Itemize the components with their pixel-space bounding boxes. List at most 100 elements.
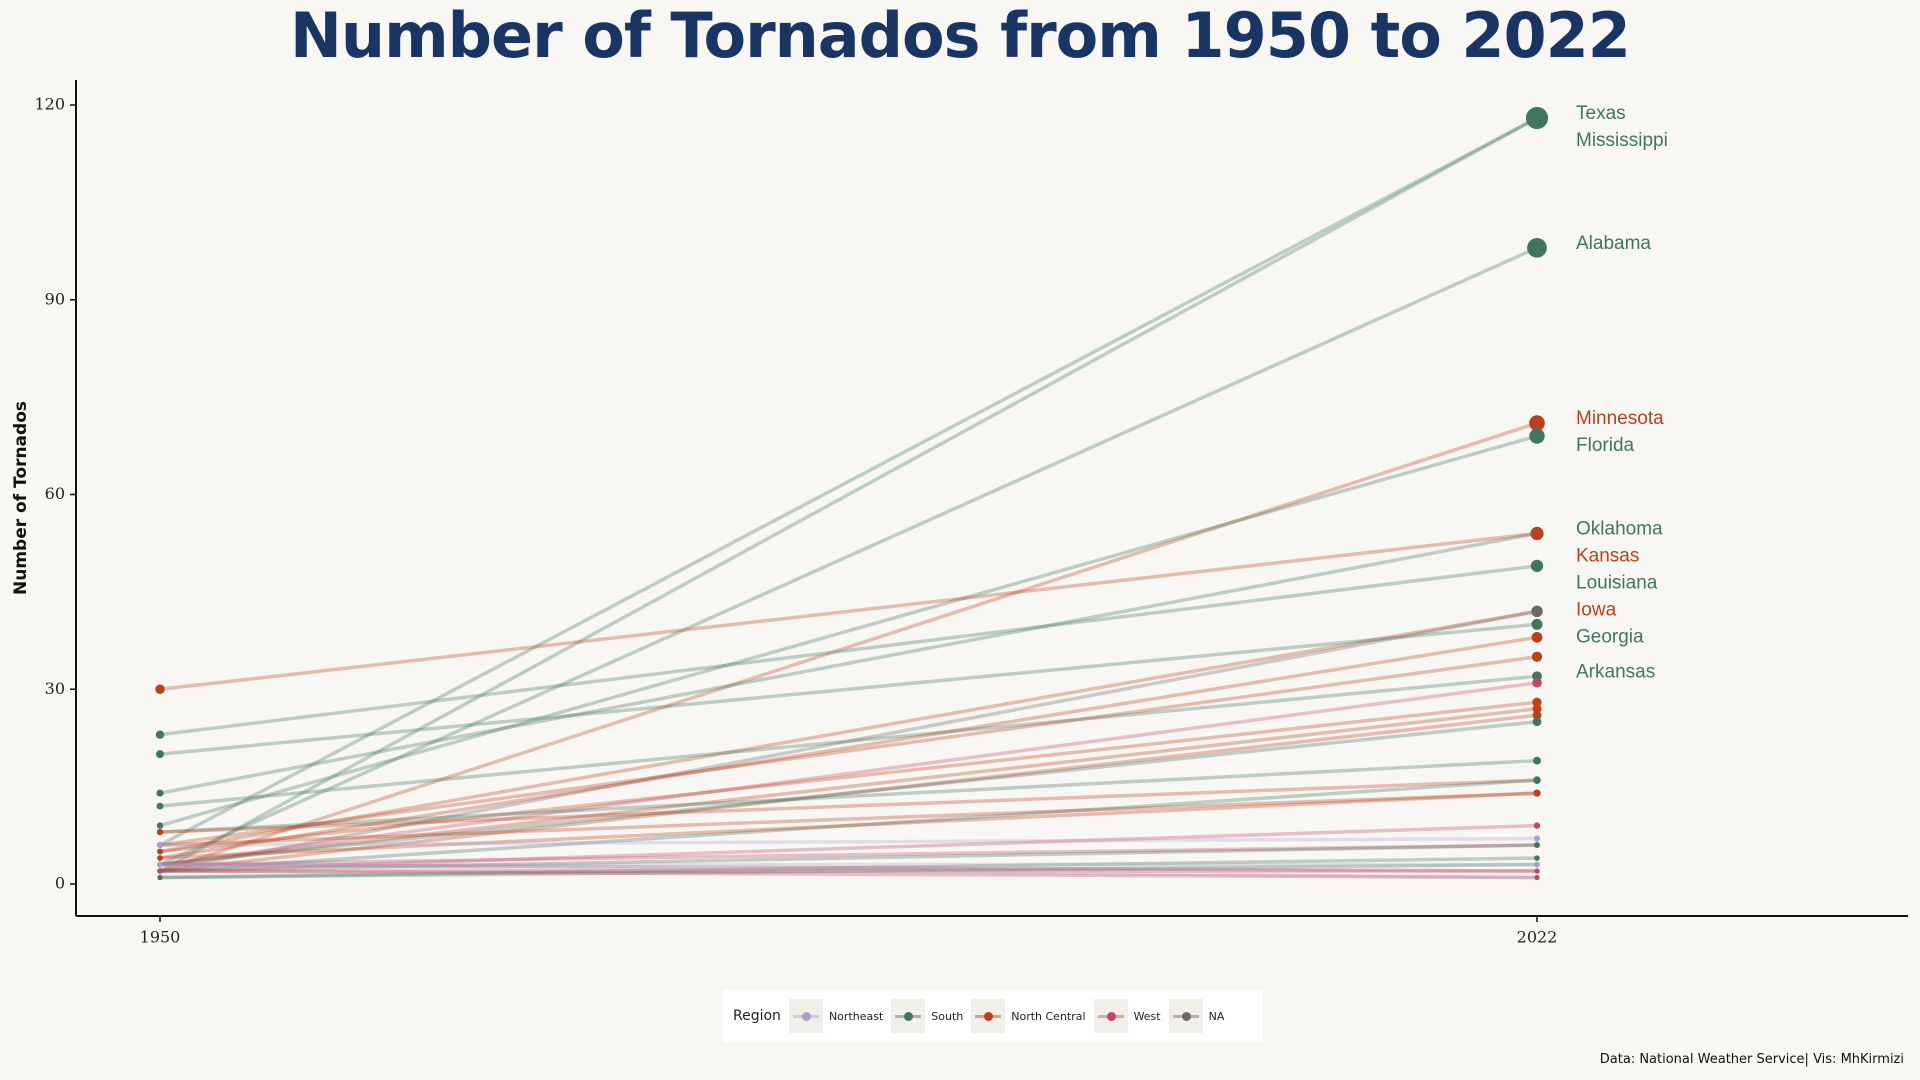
data-point-20-1950	[156, 828, 164, 836]
legend-label: Northeast	[828, 1009, 884, 1023]
series-line-15	[158, 700, 1539, 854]
y-tick-label: 120	[34, 95, 65, 114]
series-line-24	[158, 823, 1539, 873]
legend-items: Northeast South North Central West NA	[788, 999, 1232, 1033]
series-line-22	[158, 791, 1539, 847]
series-line-kansas	[158, 531, 1539, 691]
series-line-20	[158, 778, 1539, 834]
data-point-georgia-2022	[1531, 618, 1543, 630]
series-line-iowa	[158, 609, 1539, 854]
series-line-23	[158, 791, 1539, 860]
data-point-27-2022	[1534, 842, 1540, 848]
series-line-mississippi	[158, 116, 1539, 873]
data-point-32-2022	[1534, 868, 1540, 874]
state-label-oklahoma: Oklahoma	[1576, 518, 1663, 539]
data-point-florida-2022	[1529, 428, 1545, 444]
series-line-18	[158, 719, 1539, 867]
series-line-12	[158, 635, 1539, 860]
data-point-19-2022	[1533, 756, 1541, 765]
legend-item-northeast: Northeast	[788, 999, 884, 1033]
caption: Data: National Weather Service| Vis: MhK…	[1599, 1052, 1904, 1067]
y-tick-label: 30	[45, 679, 65, 698]
legend-key	[1168, 999, 1203, 1033]
data-point-23-1950	[157, 855, 163, 861]
series-line-34	[158, 869, 1539, 880]
data-point-33-1950	[157, 861, 163, 868]
data-point-mississippi-2022	[1526, 106, 1548, 129]
series-points	[155, 106, 1548, 881]
data-point-georgia-1950	[156, 750, 164, 759]
series-line-16	[158, 706, 1539, 867]
series-line-27	[158, 843, 1539, 873]
legend-key	[891, 999, 926, 1033]
series-line-21	[158, 778, 1539, 873]
state-label-florida: Florida	[1576, 435, 1635, 456]
state-label-louisiana: Louisiana	[1576, 572, 1658, 593]
data-point-oklahoma-1950	[156, 789, 164, 797]
legend: Region Northeast South North Central West NA	[723, 990, 1263, 1042]
legend-item-north-central: North Central	[971, 999, 1086, 1033]
series-line-11	[158, 609, 1539, 873]
data-point-23-2022	[1533, 789, 1541, 797]
data-point-34-2022	[1534, 874, 1540, 881]
y-tick-label: 60	[45, 484, 65, 503]
x-axis-ticks: 1950 2022	[140, 916, 1557, 947]
data-point-17-2022	[1532, 710, 1542, 720]
data-point-kansas-1950	[155, 684, 165, 694]
series-line-30	[158, 862, 1539, 873]
series-line-19	[158, 758, 1539, 834]
data-point-18-2022	[1532, 717, 1542, 727]
x-tick-label: 1950	[140, 928, 181, 947]
series-line-texas	[158, 116, 1539, 847]
series-line-25	[158, 836, 1539, 847]
state-labels: Texas Mississippi Alabama Minnesota Florida O…	[1576, 103, 1668, 682]
legend-label: West	[1133, 1009, 1161, 1023]
data-point-florida-1950	[156, 822, 164, 829]
state-label-alabama: Alabama	[1576, 233, 1651, 254]
data-point-16-2022	[1532, 704, 1542, 714]
series-line-oklahoma	[158, 531, 1539, 795]
state-label-arkansas: Arkansas	[1576, 661, 1655, 682]
legend-key	[971, 999, 1006, 1033]
legend-label: South	[931, 1009, 964, 1023]
chart-title: Number of Tornados from 1950 to 2022	[290, 0, 1631, 72]
data-point-minnesota-2022	[1529, 415, 1545, 431]
legend-key	[788, 999, 823, 1033]
data-point-12-2022	[1531, 631, 1543, 643]
series-line-florida	[158, 434, 1539, 828]
series-line-arkansas	[158, 674, 1539, 808]
data-point-31-2022	[1534, 861, 1540, 868]
legend-item-south: South	[891, 999, 963, 1033]
y-tick-label: 90	[45, 289, 65, 308]
series-lines	[158, 116, 1539, 880]
legend-label: North Central	[1011, 1009, 1086, 1023]
series-line-14	[158, 681, 1539, 867]
data-point-13-2022	[1531, 651, 1543, 662]
data-point-kansas-2022	[1530, 526, 1544, 540]
data-point-34-1950	[157, 868, 163, 874]
data-point-11-2022	[1531, 605, 1543, 617]
series-line-minnesota	[158, 421, 1539, 873]
state-label-georgia: Georgia	[1576, 626, 1644, 647]
series-line-louisiana	[158, 564, 1539, 737]
data-point-alabama-2022	[1527, 237, 1547, 258]
data-point-29-1950	[157, 874, 163, 881]
state-label-minnesota: Minnesota	[1576, 408, 1664, 429]
data-point-arkansas-1950	[156, 802, 164, 810]
series-line-26	[158, 843, 1539, 867]
data-point-15-1950	[157, 848, 163, 855]
series-line-29	[158, 862, 1539, 880]
legend-label: NA	[1208, 1009, 1225, 1023]
state-label-texas: Texas	[1576, 103, 1626, 124]
data-point-15-2022	[1532, 697, 1542, 707]
series-line-17	[158, 713, 1539, 873]
data-point-25-1950	[157, 842, 163, 848]
series-line-georgia	[158, 622, 1539, 756]
y-tick-label: 0	[55, 874, 65, 893]
state-label-kansas: Kansas	[1576, 545, 1639, 566]
data-point-25-2022	[1533, 835, 1541, 842]
data-point-louisiana-2022	[1530, 559, 1544, 573]
data-point-21-2022	[1533, 776, 1541, 784]
series-line-33	[158, 862, 1539, 880]
y-axis-ticks: 0 30 60 90 120	[34, 95, 76, 893]
